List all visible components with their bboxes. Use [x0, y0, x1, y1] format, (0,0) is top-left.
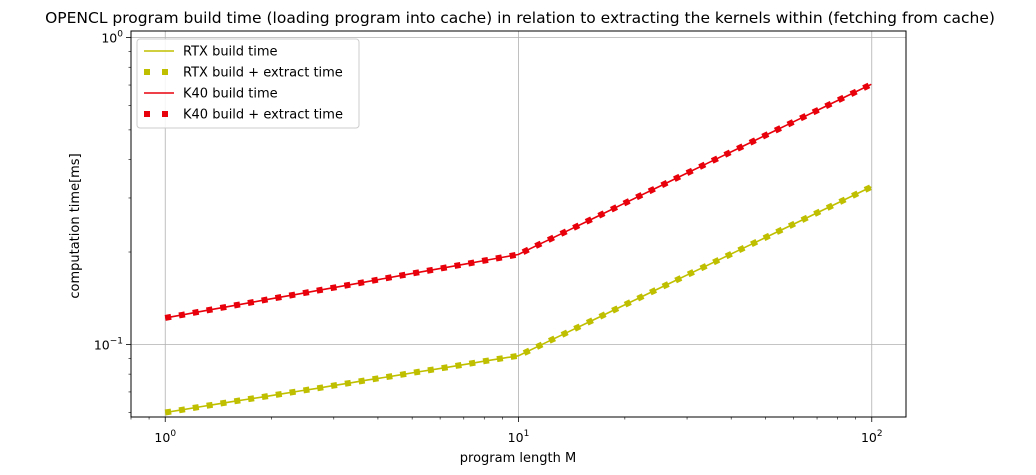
series-4 [164, 81, 873, 321]
plot-series [164, 81, 873, 416]
legend-entry: K40 build + extract time [144, 108, 343, 123]
series-dotted-line [164, 81, 873, 321]
legend-box [136, 38, 360, 129]
legend-entry: K40 build time [144, 87, 278, 102]
chart-title: OPENCL program build time (loading progr… [45, 9, 995, 27]
legend: RTX build time RTX build + extract time K4… [136, 38, 360, 129]
legend-entry: RTX build time [144, 45, 278, 60]
y-axis-label: computation time[ms] [68, 153, 83, 298]
legend-label: RTX build time [183, 45, 278, 60]
x-tick-label: 101 [508, 429, 530, 445]
series-dotted-line [164, 184, 873, 416]
legend-label: K40 build + extract time [183, 108, 343, 123]
y-tick-label: 100 [101, 30, 123, 46]
x-tick-label: 100 [154, 429, 176, 445]
axis-ticks: 100 101 102 10−1 100 [94, 30, 883, 445]
x-axis-label: program length M [460, 451, 576, 466]
legend-label: K40 build time [183, 87, 278, 102]
y-tick-label: 10−1 [94, 336, 123, 352]
x-tick-label: 102 [861, 429, 883, 445]
legend-entry: RTX build + extract time [144, 66, 343, 81]
legend-label: RTX build + extract time [183, 66, 343, 81]
series-2 [164, 184, 873, 416]
